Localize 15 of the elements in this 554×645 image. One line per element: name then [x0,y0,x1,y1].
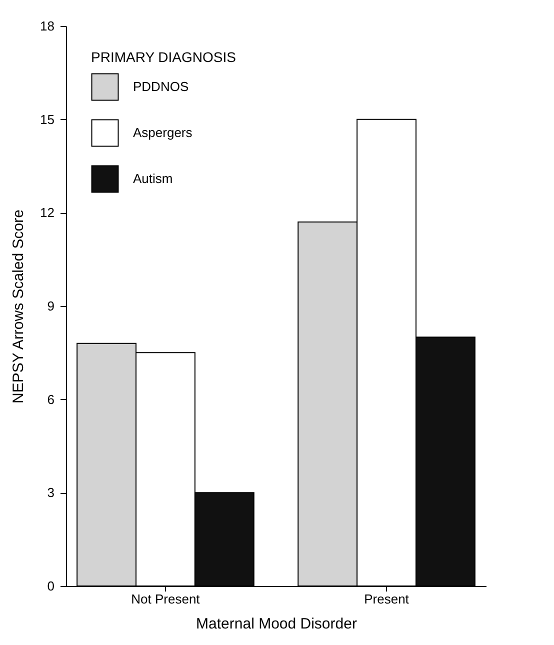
legend-label: Aspergers [133,125,193,140]
y-tick-label: 18 [40,18,54,34]
y-tick-label: 9 [47,298,54,314]
y-tick-label: 0 [47,578,54,594]
legend-label: PDDNOS [133,79,189,94]
x-tick-label: Present [364,592,410,606]
y-axis-title: NEPSY Arrows Scaled Score [10,210,28,404]
legend-label: Autism [133,171,173,186]
legend-title: PRIMARY DIAGNOSIS [91,49,236,65]
y-tick-label: 15 [40,112,54,127]
y-tick-label: 3 [47,485,54,500]
y-tick-label: 6 [47,392,54,407]
y-tick-label: 12 [40,205,54,220]
x-axis-title: Maternal Mood Disorder [196,616,357,632]
x-tick-label: Not Present [131,592,200,606]
